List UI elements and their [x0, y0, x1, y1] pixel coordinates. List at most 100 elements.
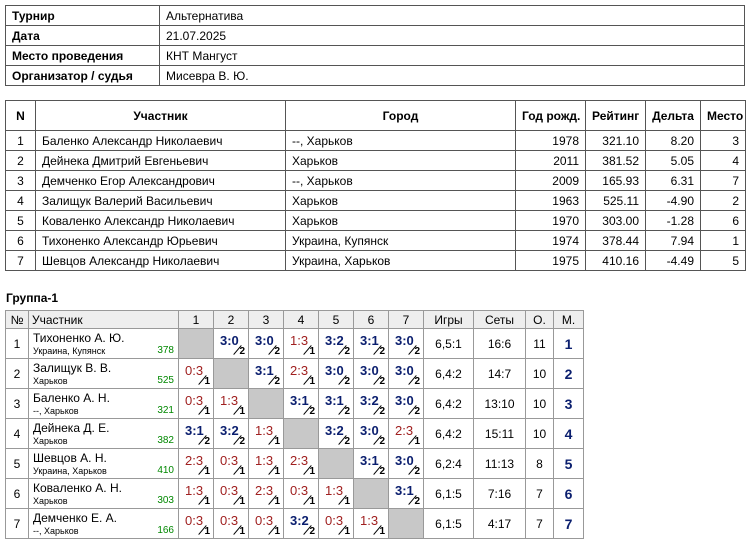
- score: 3:0: [395, 333, 414, 348]
- cell: Украина, Купянск: [285, 230, 516, 251]
- player-rating: 382: [157, 435, 174, 446]
- games: 6,5:1: [423, 328, 474, 359]
- row-number: 6: [5, 478, 29, 509]
- participant-row: 5 Коваленко Александр Николаевич Харьков 19…: [5, 210, 746, 231]
- match-points: 2: [344, 406, 350, 417]
- score: 2:3: [255, 483, 274, 498]
- match-points: 2: [309, 526, 315, 537]
- match-points: 2: [414, 346, 420, 357]
- result-cell: 1:3 1: [318, 478, 354, 509]
- score: 2:3: [395, 423, 414, 438]
- result-cell: 2:3 1: [178, 448, 214, 479]
- column-header: №: [5, 310, 29, 329]
- score: 1:3: [220, 393, 239, 408]
- place: 1: [553, 328, 584, 359]
- score: 3:2: [325, 423, 344, 438]
- player-name: Баленко А. Н.: [33, 391, 110, 405]
- result-cell: 2:3 1: [388, 418, 424, 449]
- column-header: 7: [388, 310, 424, 329]
- games: 6,4:2: [423, 418, 474, 449]
- group-row: 2 Залищук В. В. Харьков 525 0:3 1 3:1 2 2:3 1 3:0 2…: [5, 358, 584, 389]
- column-header: Сеты: [473, 310, 526, 329]
- result-cell: 3:1 2: [178, 418, 214, 449]
- group-row: 3 Баленко А. Н. --, Харьков 321 0:3 1 1:3 1 3:1 2…: [5, 388, 584, 419]
- diagonal-cell: [213, 358, 249, 389]
- sets: 15:11: [473, 418, 526, 449]
- participant-row: 6 Тихоненко Александр Юрьевич Украина, Куп…: [5, 230, 746, 251]
- score: 3:1: [255, 363, 274, 378]
- player-cell: Тихоненко А. Ю. Украина, Купянск 378: [28, 328, 179, 359]
- column-header: 1: [178, 310, 214, 329]
- score: 1:3: [290, 333, 309, 348]
- cell: 378.44: [585, 230, 646, 251]
- player-city: Украина, Харьков: [33, 466, 107, 476]
- result-cell: 3:2 2: [318, 328, 354, 359]
- match-points: 1: [379, 526, 385, 537]
- info-row: Место проведения КНТ Мангуст: [5, 45, 745, 66]
- player-cell: Коваленко А. Н. Харьков 303: [28, 478, 179, 509]
- cell: Шевцов Александр Николаевич: [35, 250, 286, 271]
- sets: 13:10: [473, 388, 526, 419]
- match-points: 1: [239, 526, 245, 537]
- player-name: Дейнека Д. Е.: [33, 421, 110, 435]
- score: 2:3: [290, 453, 309, 468]
- column-header: Дельта: [645, 100, 701, 131]
- column-header: Рейтинг: [585, 100, 646, 131]
- cell: 1: [700, 230, 746, 251]
- match-points: 1: [274, 466, 280, 477]
- result-cell: 1:3 1: [353, 508, 389, 539]
- score: 0:3: [290, 483, 309, 498]
- match-points: 2: [379, 376, 385, 387]
- cell: 3: [700, 130, 746, 151]
- cell: --, Харьков: [285, 130, 516, 151]
- column-header: 5: [318, 310, 354, 329]
- place: 4: [553, 418, 584, 449]
- match-points: 1: [309, 346, 315, 357]
- score: 3:1: [360, 333, 379, 348]
- player-city: Харьков: [33, 376, 68, 386]
- column-header: Участник: [28, 310, 179, 329]
- participant-row: 3 Демченко Егор Александрович --, Харьков 2…: [5, 170, 746, 191]
- place: 7: [553, 508, 584, 539]
- match-points: 2: [239, 436, 245, 447]
- place: 5: [553, 448, 584, 479]
- group-title: Группа-1: [6, 291, 59, 305]
- match-points: 1: [309, 466, 315, 477]
- cell: -1.28: [645, 210, 701, 231]
- result-cell: 0:3 1: [178, 508, 214, 539]
- result-cell: 3:1 2: [248, 358, 284, 389]
- cell: Дейнека Дмитрий Евгеньевич: [35, 150, 286, 171]
- match-points: 1: [309, 496, 315, 507]
- points: 10: [525, 358, 554, 389]
- match-points: 2: [239, 346, 245, 357]
- result-cell: 3:2 2: [318, 418, 354, 449]
- score: 3:2: [360, 393, 379, 408]
- games: 6,2:4: [423, 448, 474, 479]
- cell: --, Харьков: [285, 170, 516, 191]
- participant-row: 2 Дейнека Дмитрий Евгеньевич Харьков 2011 38…: [5, 150, 746, 171]
- diagonal-cell: [388, 508, 424, 539]
- score: 1:3: [255, 453, 274, 468]
- score: 3:0: [395, 393, 414, 408]
- row-number: 2: [5, 358, 29, 389]
- result-cell: 0:3 1: [213, 448, 249, 479]
- result-cell: 3:0 2: [318, 358, 354, 389]
- result-cell: 1:3 1: [283, 328, 319, 359]
- diagonal-cell: [178, 328, 214, 359]
- result-cell: 0:3 1: [318, 508, 354, 539]
- info-label: Организатор / судья: [5, 65, 160, 86]
- match-points: 1: [309, 376, 315, 387]
- match-points: 1: [274, 496, 280, 507]
- group-row: 7 Демченко Е. А. --, Харьков 166 0:3 1 0:3 1 0:3…: [5, 508, 584, 539]
- cell: -4.49: [645, 250, 701, 271]
- sets: 16:6: [473, 328, 526, 359]
- cell: 5.05: [645, 150, 701, 171]
- score: 3:1: [360, 453, 379, 468]
- column-header: 4: [283, 310, 319, 329]
- column-header: Город: [285, 100, 516, 131]
- column-header: Участник: [35, 100, 286, 131]
- cell: 1975: [515, 250, 586, 271]
- info-label: Дата: [5, 25, 160, 46]
- score: 3:1: [185, 423, 204, 438]
- diagonal-cell: [318, 448, 354, 479]
